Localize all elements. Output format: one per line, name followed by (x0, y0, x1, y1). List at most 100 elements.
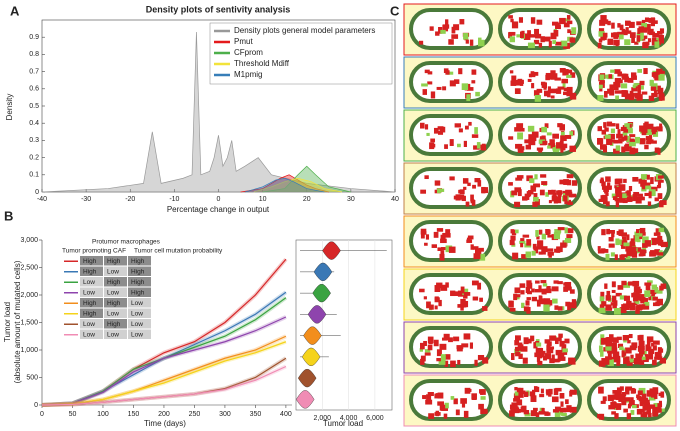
cell (653, 232, 661, 236)
cell (645, 344, 650, 352)
cell (628, 185, 633, 192)
cell (632, 292, 638, 297)
cell (607, 38, 614, 45)
cell (598, 307, 606, 314)
cell (652, 387, 659, 395)
cell (566, 74, 572, 78)
table-cell-label: Low (131, 331, 143, 338)
cell (571, 27, 577, 35)
cell (615, 238, 620, 246)
cell (554, 77, 561, 81)
cell (458, 68, 463, 75)
cell (526, 282, 533, 289)
cell (508, 15, 513, 19)
cell (477, 180, 482, 187)
cell (564, 338, 570, 344)
table-cell (104, 266, 127, 276)
cell (535, 230, 539, 237)
cell (525, 300, 530, 306)
cell (474, 359, 478, 366)
cell (654, 356, 660, 360)
table-cell-label: Low (83, 321, 95, 328)
cell (480, 396, 486, 400)
cell (420, 358, 425, 365)
cell (635, 353, 641, 361)
cell (535, 347, 543, 353)
cell (611, 395, 619, 399)
cell (634, 293, 638, 301)
cell (547, 189, 553, 195)
cell (601, 129, 607, 135)
cell (533, 90, 540, 96)
cell (515, 335, 521, 341)
cell (556, 246, 563, 253)
cell (645, 129, 653, 136)
cell (477, 354, 485, 361)
table-cell (80, 287, 103, 297)
cell (481, 186, 486, 194)
cell (603, 74, 609, 79)
cell (628, 281, 635, 286)
cell (531, 389, 536, 396)
density-line (240, 174, 329, 193)
cell (564, 237, 572, 243)
cell (598, 198, 605, 203)
cell (639, 230, 643, 237)
vessel (409, 220, 493, 262)
cell (472, 184, 476, 189)
cell (529, 34, 537, 38)
cell (614, 77, 622, 84)
cell (450, 290, 456, 297)
cell (653, 402, 661, 409)
cell (559, 124, 566, 131)
cell (472, 246, 479, 250)
table-cell-label: High (107, 300, 121, 307)
cell (612, 337, 619, 343)
cell (628, 333, 633, 339)
cell (611, 297, 617, 303)
cell (471, 134, 479, 138)
cell (642, 304, 650, 310)
table-cell (104, 308, 127, 318)
cell (617, 23, 621, 28)
cell (449, 139, 454, 146)
cell (567, 29, 571, 34)
cell (434, 285, 441, 292)
cell (598, 31, 605, 37)
table-cell-label: High (83, 310, 97, 317)
cell (563, 179, 569, 185)
cell (568, 69, 573, 74)
cell (640, 179, 647, 187)
cell (509, 239, 515, 246)
cell (597, 126, 602, 132)
cell (534, 288, 542, 293)
cell (653, 88, 657, 94)
cell (617, 71, 623, 77)
cell (628, 93, 635, 101)
cell (516, 34, 523, 38)
cell (550, 32, 557, 40)
table-cell-label: High (83, 300, 97, 307)
cell (646, 141, 652, 145)
cell (510, 18, 514, 23)
cell (612, 196, 617, 201)
cell (615, 95, 620, 100)
cell (541, 233, 547, 240)
density-line (262, 165, 351, 193)
table-cell-label: Low (107, 310, 119, 317)
violin (312, 283, 331, 303)
cell (657, 30, 663, 35)
cell (471, 69, 477, 75)
cell (543, 304, 550, 312)
cell (526, 239, 532, 246)
cell (551, 286, 559, 292)
cell (525, 144, 532, 150)
cell (605, 346, 612, 351)
cell (626, 234, 630, 241)
cell (569, 145, 576, 152)
cell (622, 199, 628, 204)
cell (623, 356, 630, 363)
cell (532, 201, 538, 207)
cell (559, 393, 565, 399)
cell (543, 36, 551, 42)
